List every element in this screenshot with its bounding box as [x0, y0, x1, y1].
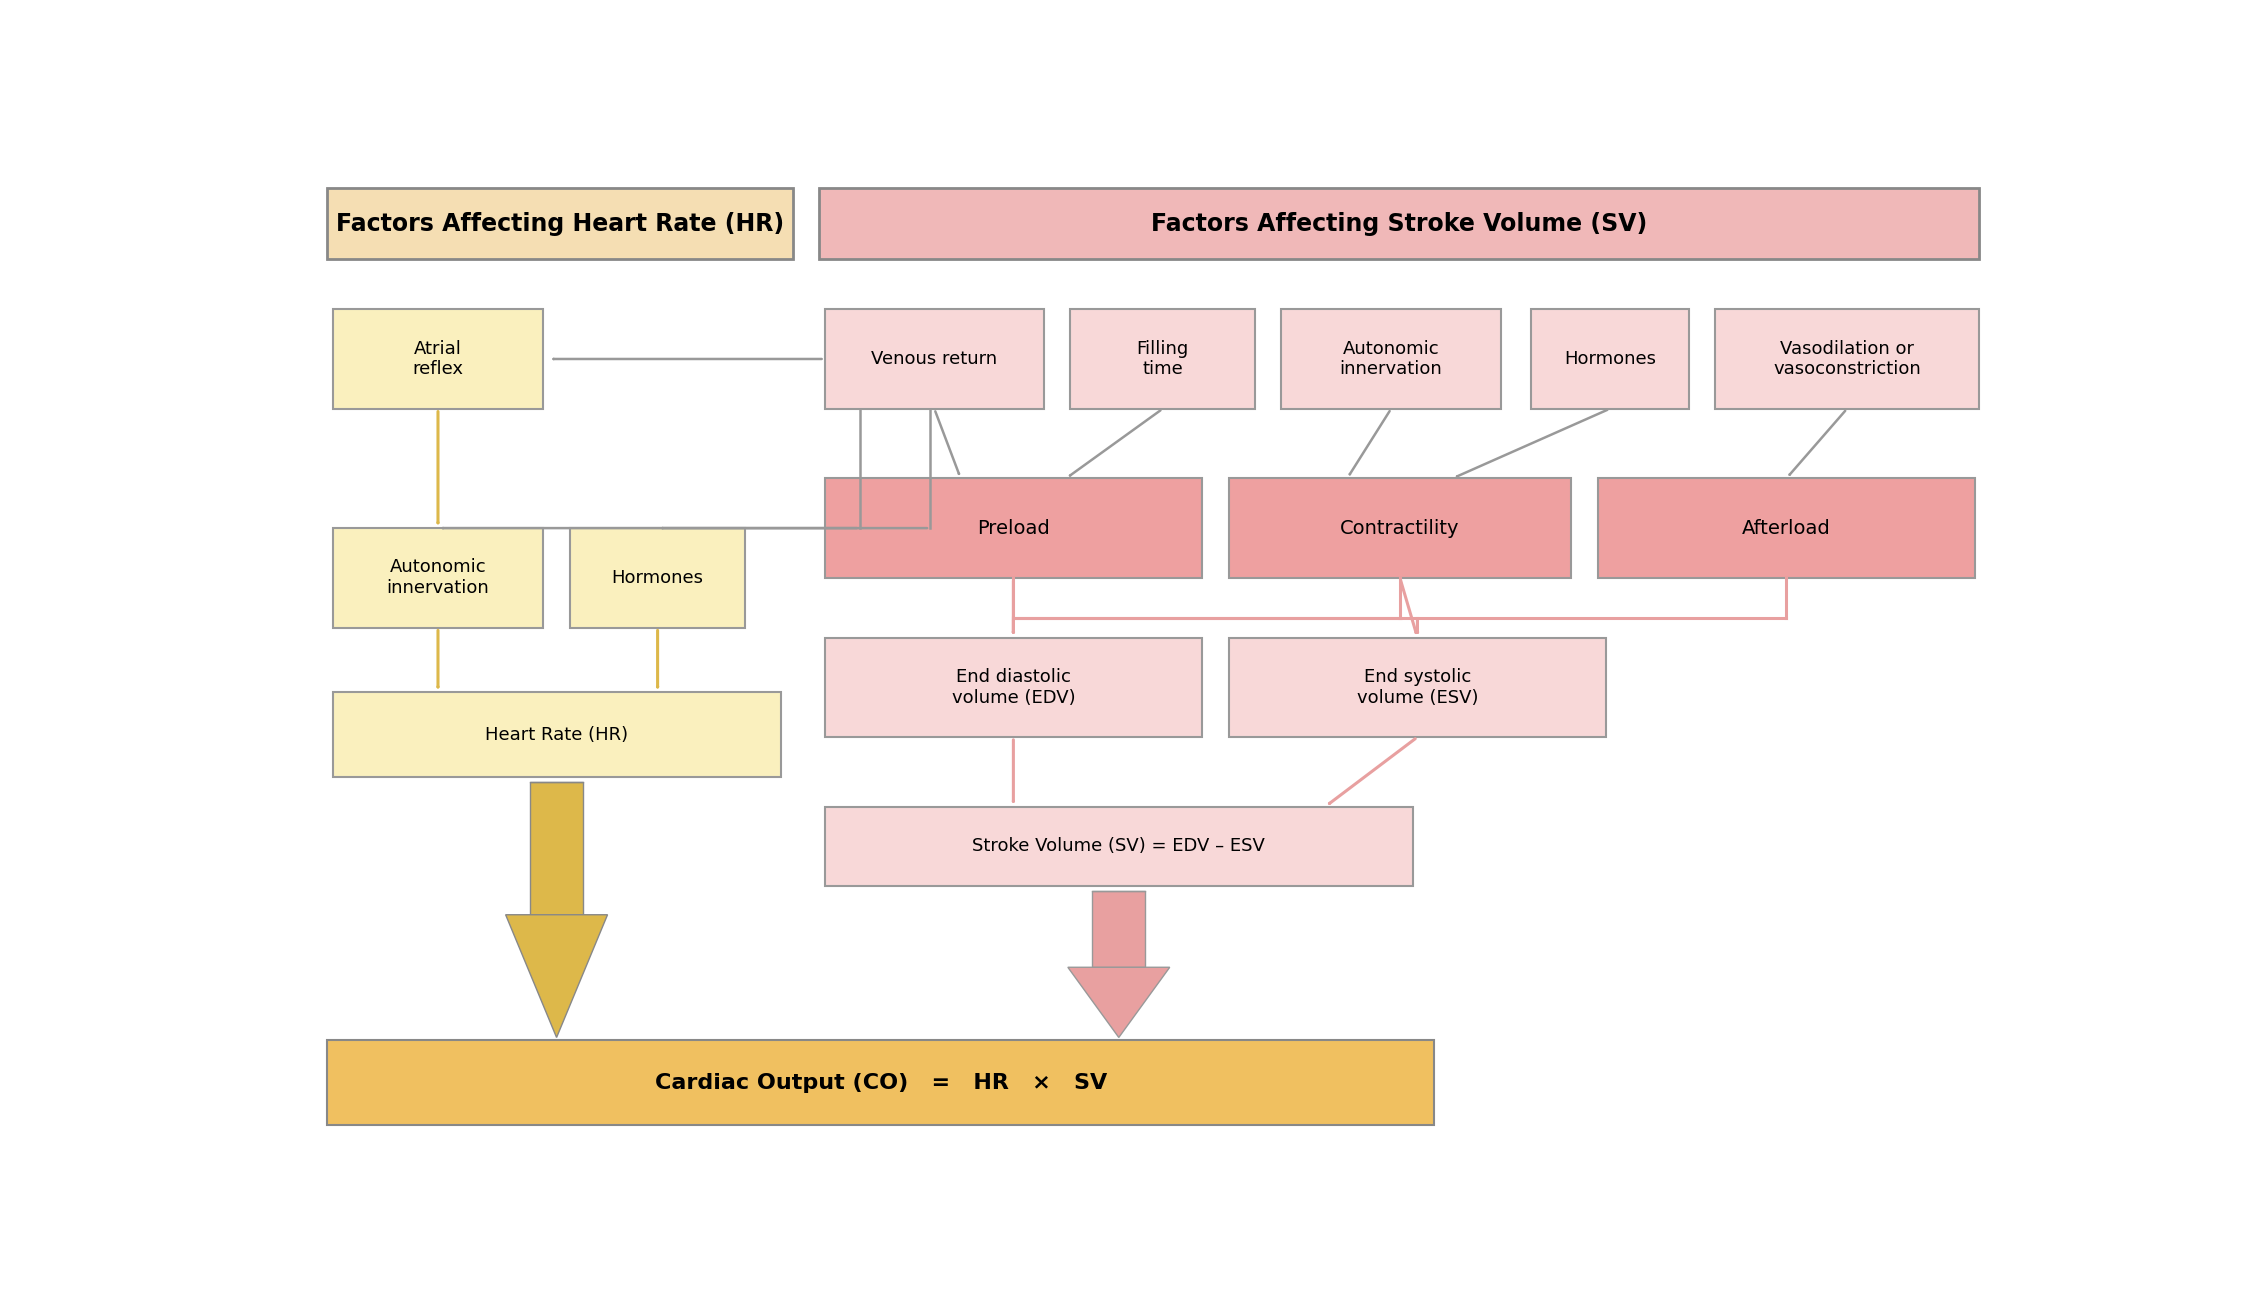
Text: Factors Affecting Heart Rate (HR): Factors Affecting Heart Rate (HR): [336, 212, 784, 235]
Polygon shape: [1068, 968, 1170, 1037]
Bar: [530, 782, 583, 915]
Text: Preload: Preload: [977, 518, 1050, 537]
Text: Venous return: Venous return: [871, 350, 997, 368]
FancyBboxPatch shape: [825, 309, 1045, 408]
Text: Afterload: Afterload: [1741, 518, 1832, 537]
Polygon shape: [506, 915, 608, 1037]
FancyBboxPatch shape: [1530, 309, 1689, 408]
FancyBboxPatch shape: [333, 693, 780, 776]
Text: Autonomic
innervation: Autonomic innervation: [388, 558, 490, 597]
Text: End diastolic
volume (EDV): End diastolic volume (EDV): [952, 668, 1075, 707]
FancyBboxPatch shape: [825, 478, 1202, 578]
Text: Autonomic
innervation: Autonomic innervation: [1340, 340, 1442, 379]
Text: Contractility: Contractility: [1340, 518, 1460, 537]
FancyBboxPatch shape: [333, 528, 544, 628]
FancyBboxPatch shape: [326, 1040, 1435, 1125]
FancyBboxPatch shape: [825, 637, 1202, 736]
FancyBboxPatch shape: [818, 187, 1979, 260]
FancyBboxPatch shape: [825, 806, 1412, 886]
FancyBboxPatch shape: [326, 187, 793, 260]
FancyBboxPatch shape: [333, 309, 544, 408]
Text: Stroke Volume (SV) = EDV – ESV: Stroke Volume (SV) = EDV – ESV: [973, 837, 1265, 855]
Text: End systolic
volume (ESV): End systolic volume (ESV): [1356, 668, 1478, 707]
Text: Cardiac Output (CO)   =   HR   ×   SV: Cardiac Output (CO) = HR × SV: [655, 1072, 1106, 1093]
Text: Atrial
reflex: Atrial reflex: [413, 340, 462, 379]
FancyBboxPatch shape: [569, 528, 746, 628]
Text: Vasodilation or
vasoconstriction: Vasodilation or vasoconstriction: [1773, 340, 1920, 379]
FancyBboxPatch shape: [1229, 478, 1571, 578]
Text: Factors Affecting Stroke Volume (SV): Factors Affecting Stroke Volume (SV): [1152, 212, 1648, 235]
Text: Filling
time: Filling time: [1136, 340, 1188, 379]
FancyBboxPatch shape: [1070, 309, 1256, 408]
FancyBboxPatch shape: [1716, 309, 1979, 408]
FancyBboxPatch shape: [1229, 637, 1607, 736]
FancyBboxPatch shape: [1598, 478, 1975, 578]
Text: Hormones: Hormones: [612, 568, 703, 587]
Bar: [1093, 891, 1145, 968]
Text: Heart Rate (HR): Heart Rate (HR): [485, 726, 628, 743]
Text: Hormones: Hormones: [1564, 350, 1655, 368]
FancyBboxPatch shape: [1281, 309, 1501, 408]
